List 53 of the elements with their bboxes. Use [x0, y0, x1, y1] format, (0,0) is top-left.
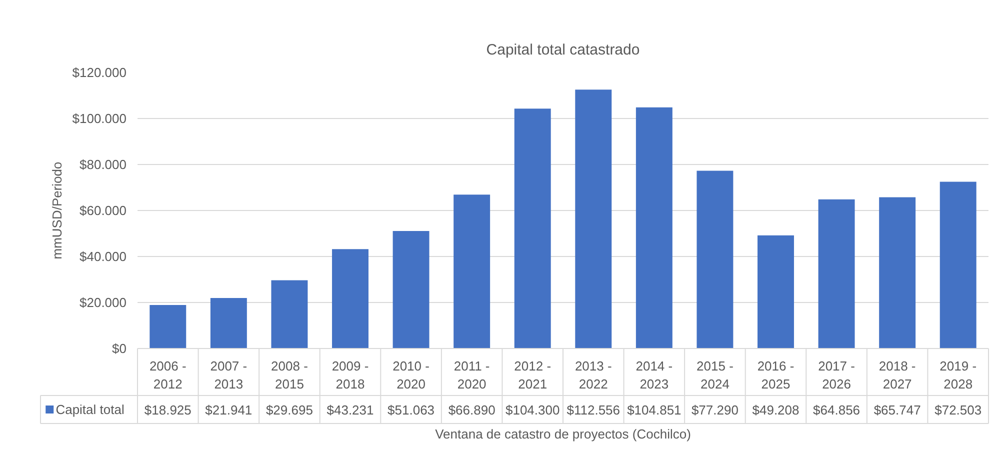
data-label: $104.300 [505, 402, 560, 418]
bar [879, 197, 916, 348]
bar [575, 90, 612, 348]
data-label: $104.851 [627, 402, 682, 418]
chart-title: Capital total catastrado [486, 42, 640, 58]
bar [696, 170, 734, 348]
bar [210, 298, 247, 348]
y-tick-label: $0 [112, 341, 127, 356]
data-label: $29.695 [266, 402, 313, 418]
x-tick-label: 2017 - 2026 [818, 358, 855, 392]
data-label: $51.063 [388, 402, 435, 418]
x-axis-title: Ventana de catastro de proyectos (Cochilco) [435, 426, 691, 442]
data-label: $18.925 [144, 402, 192, 418]
data-label: $65.747 [874, 402, 921, 418]
bar [818, 199, 855, 348]
data-label: $72.503 [934, 402, 982, 418]
bar [940, 182, 976, 348]
data-label: $64.856 [813, 402, 860, 418]
x-tick-label: 2019 - 2028 [940, 358, 977, 392]
x-tick-label: 2013 - 2022 [574, 358, 612, 392]
data-label: $21.941 [205, 402, 252, 418]
bar [514, 108, 551, 348]
x-tick-label: 2016 - 2025 [757, 358, 794, 392]
data-label: $43.231 [326, 402, 374, 418]
bar [454, 194, 490, 348]
data-label: $66.890 [448, 402, 496, 418]
x-tick-label: 2018 - 2027 [878, 358, 916, 392]
data-label: $77.290 [691, 402, 738, 418]
y-axis-title: mmUSD/Periodo [49, 162, 64, 260]
bar [150, 304, 186, 348]
x-tick-label: 2006 - 2012 [149, 358, 186, 392]
x-tick-label: 2012 - 2021 [514, 358, 552, 392]
y-tick-label: $60.000 [80, 203, 127, 218]
bar [636, 107, 672, 348]
data-label: $49.208 [752, 402, 800, 418]
data-label: $112.556 [566, 402, 620, 418]
x-tick-label: 2014 - 2023 [636, 358, 673, 392]
y-tick-label: $20.000 [80, 295, 127, 310]
y-tick-label: $40.000 [80, 249, 127, 264]
bar [392, 231, 430, 348]
bar [332, 249, 368, 348]
y-tick-label: $80.000 [80, 157, 127, 172]
x-tick-label: 2009 - 2018 [332, 358, 369, 392]
x-tick-label: 2010 - 2020 [392, 358, 430, 392]
y-tick-label: $100.000 [72, 111, 127, 126]
x-tick-label: 2008 - 2015 [271, 358, 308, 392]
legend-label: Capital total [56, 402, 124, 417]
bar [758, 235, 794, 348]
bar [271, 280, 308, 348]
y-tick-label: $120.000 [72, 65, 127, 80]
x-tick-label: 2015 - 2024 [696, 358, 734, 392]
x-tick-label: 2007 - 2013 [210, 358, 248, 392]
x-tick-label: 2011 - 2020 [454, 358, 490, 392]
